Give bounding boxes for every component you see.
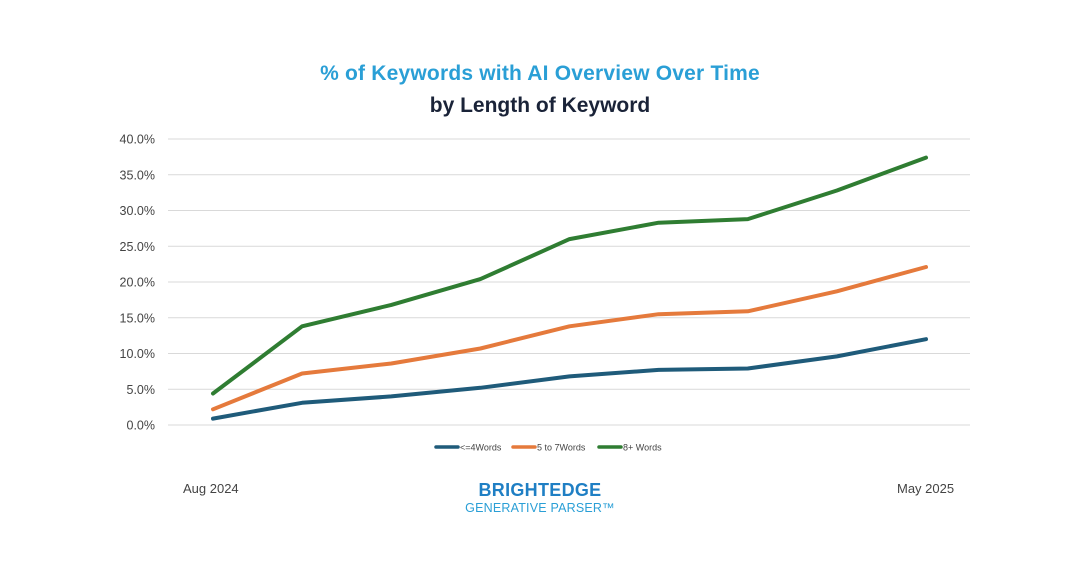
brand-product: GENERATIVE PARSER™ (465, 501, 615, 515)
y-tick-label: 15.0% (120, 311, 155, 325)
y-tick-label: 25.0% (120, 240, 155, 254)
y-tick-label: 0.0% (127, 419, 156, 433)
legend-label: 8+ Words (623, 443, 662, 453)
y-tick-label: 5.0% (127, 383, 156, 397)
legend-label: <=4Words (460, 443, 502, 453)
series-line-3 (211, 155, 928, 396)
series-line-1 (211, 337, 928, 421)
y-tick-label: 20.0% (120, 276, 155, 290)
series-line-2 (211, 265, 928, 412)
legend-label: 5 to 7Words (537, 443, 586, 453)
brand-name: BRIGHTEDGE (478, 480, 602, 500)
chart-title: % of Keywords with AI Overview Over Time (320, 62, 760, 85)
x-axis-label-start: Aug 2024 (183, 481, 239, 496)
y-tick-label: 30.0% (120, 204, 155, 218)
x-axis-label-end: May 2025 (897, 481, 955, 496)
brand-logo: BRIGHTEDGE GENERATIVE PARSER™ (440, 480, 640, 516)
y-tick-label: 10.0% (120, 347, 155, 361)
y-tick-label: 40.0% (120, 133, 155, 147)
chart-subtitle: by Length of Keyword (429, 94, 651, 117)
y-tick-label: 35.0% (120, 168, 155, 182)
